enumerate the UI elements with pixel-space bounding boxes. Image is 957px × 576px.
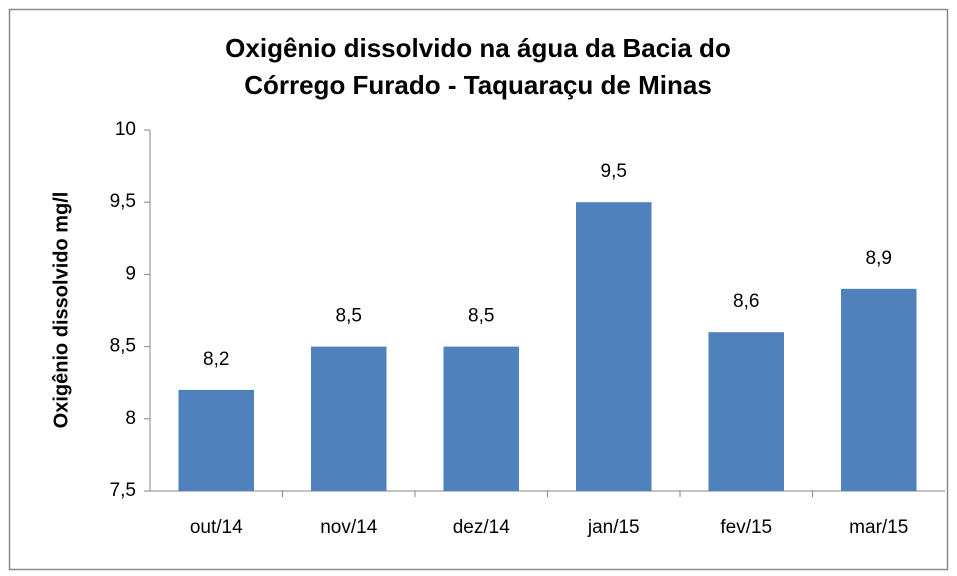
x-tick-label: out/14 bbox=[190, 517, 243, 538]
data-label: 8,6 bbox=[733, 291, 759, 312]
bar bbox=[575, 202, 652, 491]
bar bbox=[443, 346, 520, 491]
bar bbox=[310, 346, 387, 491]
y-tick-label: 10 bbox=[115, 119, 136, 140]
bar bbox=[178, 389, 255, 491]
data-label: 8,5 bbox=[468, 306, 494, 327]
chart-title: Córrego Furado - Taquaraçu de Minas bbox=[244, 70, 712, 100]
chart-title: Oxigênio dissolvido na água da Bacia do bbox=[225, 33, 731, 63]
data-label: 8,5 bbox=[336, 306, 362, 327]
y-tick-label: 8,5 bbox=[110, 336, 136, 357]
y-tick-label: 9 bbox=[125, 263, 136, 284]
y-tick-label: 7,5 bbox=[110, 480, 136, 501]
data-label: 8,2 bbox=[203, 349, 229, 370]
y-axis-title: Oxigênio dissolvido mg/l bbox=[50, 192, 72, 429]
x-tick-label: jan/15 bbox=[587, 517, 640, 538]
bar bbox=[708, 332, 785, 491]
x-tick-label: fev/15 bbox=[720, 517, 772, 538]
x-tick-label: mar/15 bbox=[849, 517, 908, 538]
y-tick-label: 8 bbox=[125, 408, 136, 429]
x-tick-label: dez/14 bbox=[453, 517, 510, 538]
bar bbox=[840, 288, 917, 491]
data-label: 9,5 bbox=[601, 161, 627, 182]
y-tick-label: 9,5 bbox=[110, 191, 136, 212]
data-label: 8,9 bbox=[866, 248, 892, 269]
x-tick-label: nov/14 bbox=[320, 517, 377, 538]
